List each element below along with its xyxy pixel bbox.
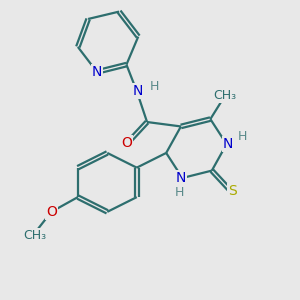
Text: O: O — [46, 205, 57, 219]
Text: H: H — [150, 80, 159, 93]
Text: N: N — [223, 137, 233, 151]
Text: H: H — [238, 130, 248, 143]
Text: O: O — [121, 136, 132, 150]
Text: N: N — [176, 171, 186, 185]
Text: CH₃: CH₃ — [214, 89, 237, 102]
Text: H: H — [175, 186, 184, 199]
Text: N: N — [92, 65, 102, 79]
Text: S: S — [228, 184, 237, 198]
Text: N: N — [133, 84, 143, 98]
Text: CH₃: CH₃ — [24, 229, 47, 242]
